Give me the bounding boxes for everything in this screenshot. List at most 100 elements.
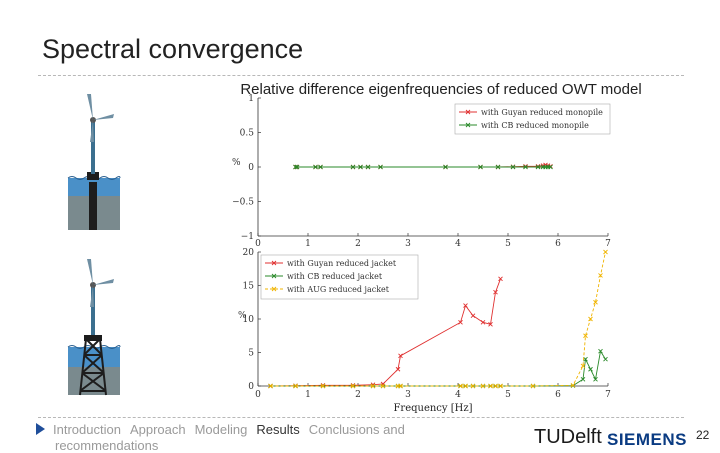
- x-tick-label: 2: [355, 239, 361, 249]
- data-point: [320, 383, 326, 388]
- x-tick-label: 7: [605, 390, 611, 400]
- data-point: [458, 320, 463, 325]
- y-tick-label: 1: [248, 94, 254, 104]
- data-point: [318, 164, 323, 170]
- chart-panel-2: 0 1 2 3 4 5 6 7 0 5 10 15 20% Frequency [Hz] with Guya…: [238, 248, 611, 414]
- x-tick-label: 2: [355, 390, 361, 400]
- y-tick-label: −0.5: [232, 198, 254, 208]
- data-point: [493, 383, 498, 389]
- chart-legend: with Guyan reduced monopile with CB reduc…: [454, 103, 611, 135]
- blade-down: [90, 120, 94, 142]
- blade-right: [93, 114, 114, 120]
- nav-item-wrap: recommendations: [55, 438, 159, 453]
- data-point: [313, 164, 318, 170]
- x-tick-label: 5: [505, 239, 511, 249]
- x-tick-label: 1: [305, 239, 311, 249]
- data-point: [480, 383, 486, 389]
- x-tick-label: 1: [305, 390, 311, 400]
- y-tick-label: 10: [243, 315, 255, 325]
- x-tick-label: 7: [605, 239, 611, 249]
- nav-item-conclusions-and[interactable]: Conclusions and: [308, 422, 405, 437]
- data-point: [398, 353, 403, 359]
- data-point: [463, 383, 468, 389]
- tudelft-logo: TUDelft: [534, 426, 602, 448]
- data-point: [395, 366, 401, 372]
- legend-marker: [465, 109, 471, 115]
- data-point: [603, 356, 608, 362]
- sea-water: [68, 347, 120, 367]
- data-point: [493, 289, 498, 295]
- data-point: [593, 376, 598, 382]
- data-point: [598, 273, 603, 278]
- data-point: [570, 383, 576, 388]
- tower: [91, 285, 95, 335]
- x-axis-label: Frequency [Hz]: [393, 403, 472, 414]
- legend-label: with Guyan reduced monopile: [481, 108, 603, 117]
- legend-marker: [465, 122, 471, 128]
- slide-title: Spectral convergence: [42, 34, 304, 64]
- nav-item-introduction[interactable]: Introduction: [53, 422, 121, 437]
- data-point: [350, 383, 356, 389]
- siemens-logo: SIEMENS: [607, 430, 688, 449]
- jacket-turbine-illustration: [67, 259, 121, 396]
- data-point: [293, 164, 298, 170]
- data-point: [588, 316, 593, 322]
- legend-box: [454, 103, 611, 135]
- x-tick-label: 4: [455, 239, 461, 249]
- x-tick-label: 0: [255, 239, 261, 249]
- data-point: [495, 164, 501, 170]
- data-point: [523, 164, 528, 170]
- data-point: [480, 320, 486, 325]
- series-2: [268, 348, 608, 389]
- data-point: [580, 376, 586, 382]
- blade-up: [87, 259, 93, 285]
- data-point: [530, 383, 536, 389]
- y-tick-label: 20: [243, 248, 255, 258]
- blade-right: [93, 279, 114, 285]
- data-point: [588, 366, 593, 372]
- data-point: [443, 164, 448, 170]
- data-point: [598, 348, 603, 354]
- data-point: [378, 164, 383, 170]
- chart-legend: with Guyan reduced jacket with CB reduced…: [260, 254, 419, 300]
- nav-arrow-icon: [36, 423, 45, 435]
- data-point: [380, 383, 386, 389]
- data-point: [350, 164, 356, 170]
- data-point: [268, 383, 273, 389]
- data-point: [293, 383, 298, 389]
- data-point: [350, 383, 356, 388]
- data-point: [498, 383, 503, 389]
- legend-marker: [271, 260, 277, 266]
- data-point: [548, 164, 553, 170]
- tower: [91, 120, 95, 174]
- blade-up: [87, 94, 93, 120]
- y-tick-label: 5: [248, 349, 254, 359]
- data-point: [488, 383, 493, 389]
- x-tick-label: 4: [455, 390, 461, 400]
- x-tick-label: 6: [555, 390, 561, 400]
- data-point: [320, 383, 326, 389]
- data-point: [523, 163, 528, 169]
- x-tick-label: 6: [555, 239, 561, 249]
- chart-title: Relative difference eigenfrequencies of …: [240, 81, 642, 98]
- nav-item-results[interactable]: Results: [256, 422, 300, 437]
- data-point: [365, 164, 371, 170]
- monopile-turbine-illustration: [67, 94, 121, 230]
- monopile: [89, 182, 97, 230]
- x-tick-label: 3: [405, 390, 411, 400]
- data-point: [603, 249, 608, 255]
- legend-box: [260, 254, 419, 300]
- data-point: [510, 164, 516, 170]
- transition-piece: [87, 172, 99, 180]
- x-tick-label: 0: [255, 390, 261, 400]
- data-point: [463, 303, 468, 308]
- footer-divider: [38, 417, 684, 418]
- y-tick-label: 15: [243, 282, 255, 292]
- data-point: [535, 163, 541, 169]
- data-point: [380, 381, 386, 387]
- nav-item-approach[interactable]: Approach: [129, 422, 186, 437]
- data-point: [488, 322, 493, 327]
- nav-item-modeling[interactable]: Modeling: [194, 422, 248, 437]
- x-tick-label: 5: [505, 390, 511, 400]
